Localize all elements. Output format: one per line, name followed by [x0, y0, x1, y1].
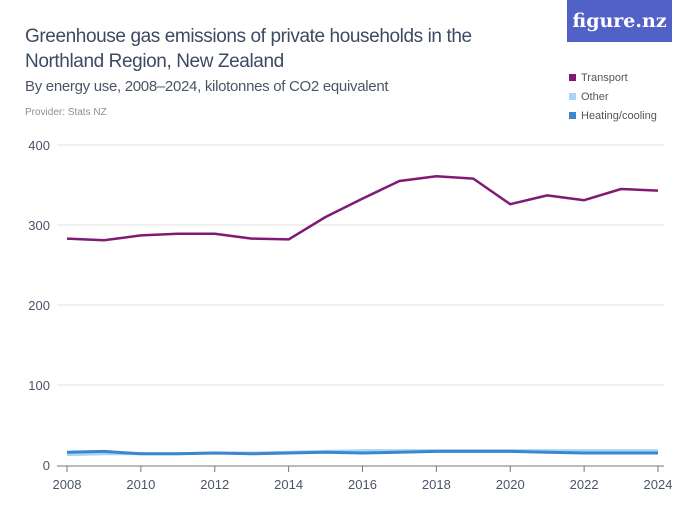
y-tick-label: 200 — [28, 298, 50, 313]
series-line-heating-cooling — [66, 449, 658, 456]
x-tick-label: 2024 — [644, 477, 673, 492]
provider: Provider: Stats NZ — [25, 107, 107, 118]
legend-swatch — [569, 112, 576, 119]
chart-subtitle: By energy use, 2008–2024, kilotonnes of … — [25, 78, 389, 95]
x-tick-label: 2008 — [53, 477, 82, 492]
legend-label: Other — [581, 90, 609, 103]
legend-item[interactable]: Heating/cooling — [569, 106, 657, 125]
y-tick-label: 100 — [28, 378, 50, 393]
legend-item[interactable]: Transport — [569, 68, 657, 87]
legend-label: Heating/cooling — [581, 109, 657, 122]
x-tick-label: 2020 — [496, 477, 525, 492]
series-line-transport — [66, 174, 659, 242]
x-tick-label: 2014 — [274, 477, 303, 492]
x-tick-label: 2012 — [200, 477, 229, 492]
x-tick-label: 2018 — [422, 477, 451, 492]
chart-title: Greenhouse gas emissions of private hous… — [25, 26, 472, 72]
legend-label: Transport — [581, 71, 628, 84]
legend: Transport Other Heating/cooling — [569, 68, 657, 125]
legend-item[interactable]: Other — [569, 87, 657, 106]
x-tick-label: 2010 — [126, 477, 155, 492]
y-tick-label: 300 — [28, 218, 50, 233]
legend-swatch — [569, 93, 576, 100]
y-tick-label: 400 — [28, 138, 50, 153]
figure-nz-logo[interactable]: figure.nz — [567, 0, 672, 42]
x-tick-label: 2022 — [570, 477, 599, 492]
legend-swatch — [569, 74, 576, 81]
x-tick-label: 2016 — [348, 477, 377, 492]
y-tick-label: 0 — [43, 458, 50, 473]
